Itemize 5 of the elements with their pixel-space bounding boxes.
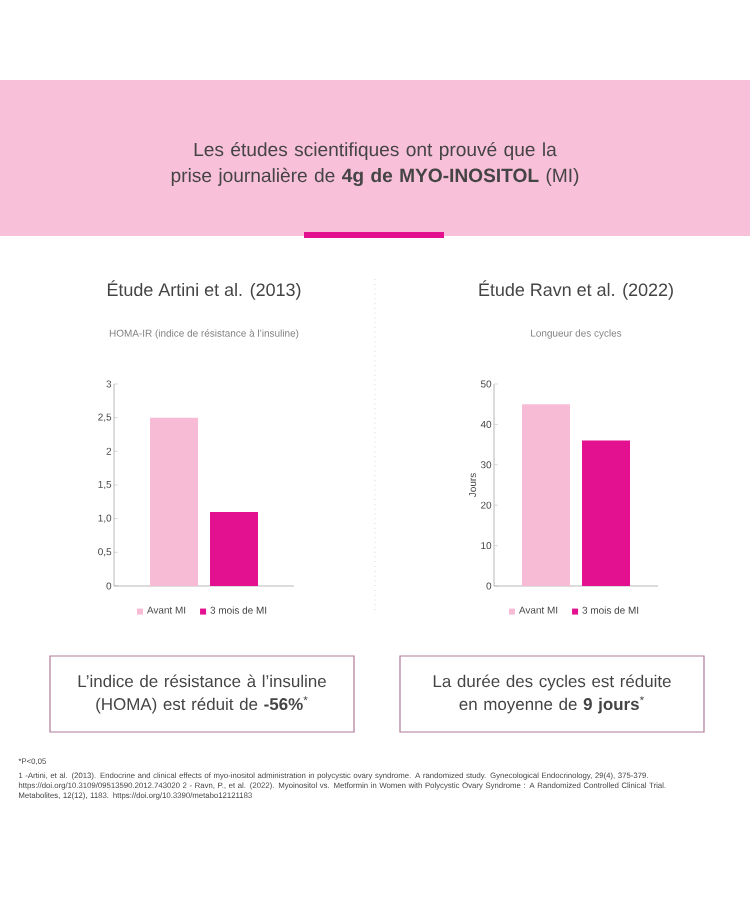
- text: La durée des cycles est réduite en moyenne de 9 jours$^{*}$: [433, 674, 671, 714]
- chart-title: Étude Artini et al. (2013): [107, 280, 301, 300]
- chart-title: Étude Ravn et al. (2022): [479, 280, 673, 300]
- text: Les études scientifiques ont prouvé que la prise journalière de 4g de MYO-INOSITOL (MI): [171, 141, 579, 187]
- text: L’indice de résistance à l’insuline (HOMA) est réduit de -56%$^{*}$: [78, 674, 326, 714]
